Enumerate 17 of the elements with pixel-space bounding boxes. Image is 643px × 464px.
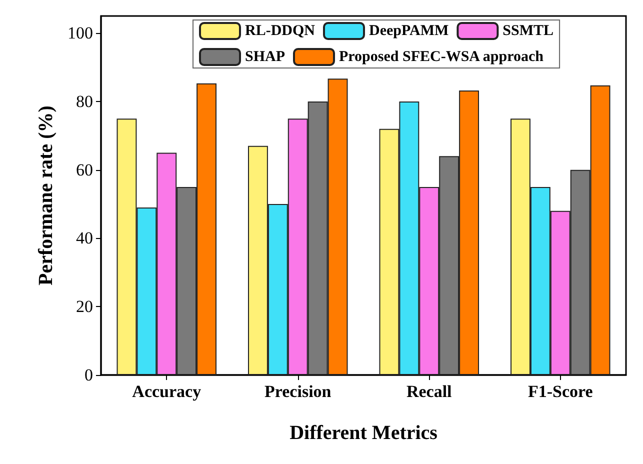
x-axis-title: Different Metrics (290, 422, 438, 444)
x-tick-label: Recall (406, 382, 452, 401)
x-tick-label: Precision (264, 382, 332, 401)
y-tick-label: 80 (76, 92, 93, 111)
legend-label: SSMTL (502, 23, 554, 39)
y-axis-title: Performane rate (%) (35, 106, 57, 286)
legend-label: SHAP (245, 49, 286, 65)
x-tick-label: F1-Score (528, 382, 594, 401)
y-tick-label: 20 (76, 297, 93, 316)
y-tick-label: 100 (68, 24, 93, 43)
legend-label: Proposed SFEC-WSA approach (339, 49, 544, 65)
x-tick-label: Accuracy (132, 382, 202, 401)
y-tick-label: 40 (76, 228, 93, 248)
legend-label: DeepPAMM (369, 23, 449, 39)
legend-label: RL-DDQN (245, 23, 316, 39)
y-tick-label: 60 (76, 160, 93, 180)
y-tick-label: 0 (84, 366, 93, 384)
